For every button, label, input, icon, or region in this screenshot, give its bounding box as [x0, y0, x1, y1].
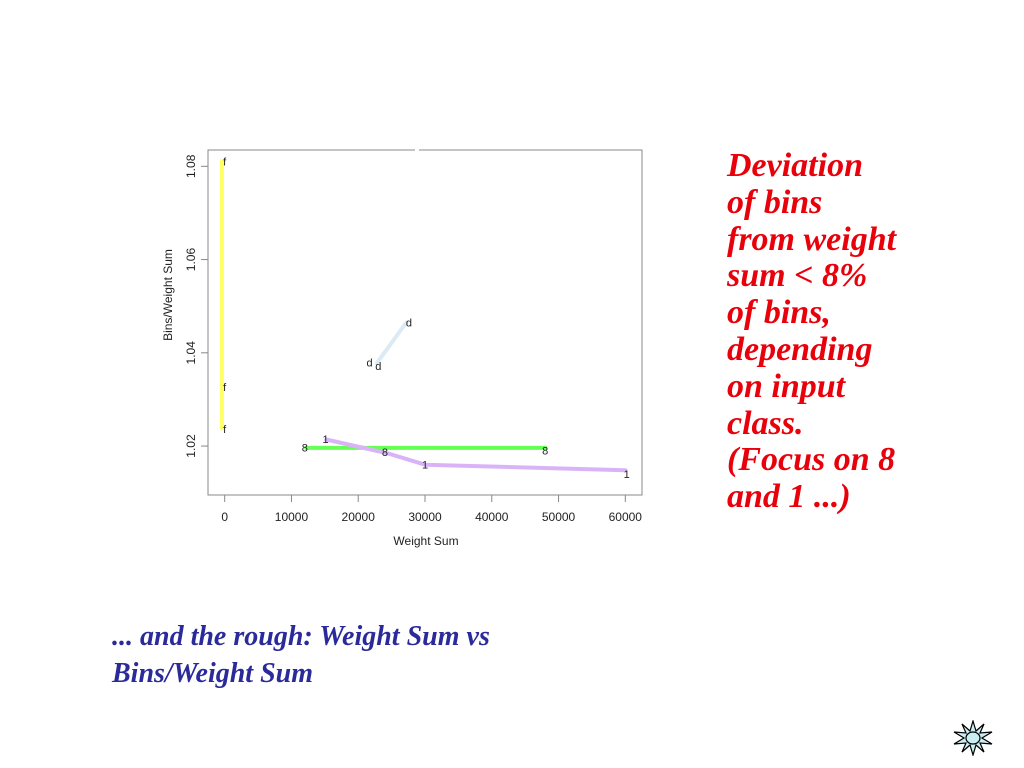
y-tick-label: 1.04 [184, 341, 198, 365]
point-label-d: d [375, 361, 381, 373]
series-line-d [374, 320, 409, 366]
series-line-1 [324, 437, 628, 473]
x-tick-label: 60000 [609, 510, 643, 524]
point-label-d: d [406, 318, 412, 330]
point-label-1: 1 [624, 469, 630, 481]
point-label-d: d [367, 358, 373, 370]
annotation-line: of bins [727, 183, 823, 221]
annotation-line: on input [727, 367, 846, 405]
point-label-8: 8 [382, 447, 388, 459]
y-tick-label: 1.02 [184, 434, 198, 458]
annotation-line: of bins, [727, 294, 831, 332]
x-tick-label: 40000 [475, 510, 509, 524]
y-tick-label: 1.06 [184, 248, 198, 272]
caption-line: Bins/Weight Sum [112, 658, 314, 689]
point-label-1: 1 [422, 460, 428, 472]
sun-navigation-icon[interactable] [953, 720, 993, 756]
x-tick-label: 10000 [275, 510, 309, 524]
axis-layer: 0 10000 20000 30000 40000 50000 60000 1.02 1.04 1… [184, 154, 642, 524]
y-axis-label: Bins/Weight Sum [161, 249, 175, 341]
point-label-1: 1 [322, 434, 328, 446]
slide-caption: ... and the rough: Weight Sum vs Bins/Wei… [112, 618, 672, 692]
caption-line: ... and the rough: Weight Sum vs [112, 621, 490, 652]
point-label-8: 8 [542, 446, 548, 458]
x-tick-label: 30000 [408, 510, 442, 524]
point-label-f: f [223, 157, 227, 169]
border-notch [415, 149, 419, 152]
annotation-line: class. [727, 404, 804, 442]
plot-border [207, 149, 643, 496]
x-tick-label: 20000 [342, 510, 376, 524]
plot-frame [207, 149, 643, 496]
annotation-line: sum < 8% [727, 257, 868, 295]
y-tick-label: 1.08 [184, 154, 198, 178]
annotation-line: Deviation [727, 147, 863, 184]
sun-core [965, 731, 981, 745]
annotation-line: from weight [727, 220, 897, 258]
series-layer [220, 159, 628, 473]
annotation-line: and 1 ...) [727, 478, 851, 516]
annotation-line: depending [727, 330, 873, 368]
point-label-8: 8 [302, 442, 308, 454]
annotation-line: (Focus on 8 [727, 441, 896, 479]
point-label-f: f [223, 424, 227, 436]
point-label-f: f [223, 382, 227, 394]
x-axis-label: Weight Sum [393, 534, 458, 548]
x-tick-label: 50000 [542, 510, 576, 524]
x-tick-label: 0 [221, 510, 228, 524]
annotation-text: Deviation of bins from weight sum < 8% of bi… [727, 147, 1017, 516]
